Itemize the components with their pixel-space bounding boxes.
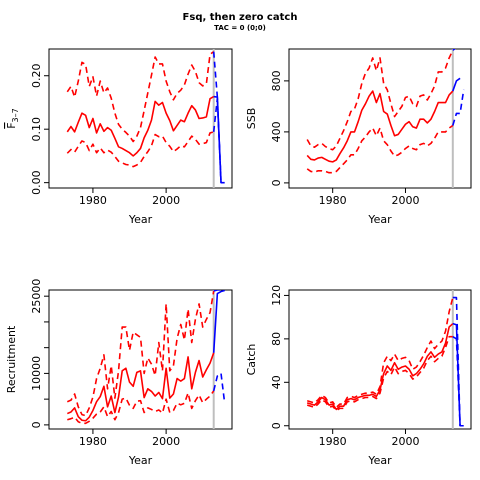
y-tick-label: 40 [270, 375, 283, 389]
y-tick-label: 0 [270, 422, 283, 429]
x-axis-title: Year [128, 454, 153, 467]
series-projection-lower-line [212, 97, 222, 183]
y-axis-title-main: F [5, 122, 18, 128]
series-historic-upper-line [66, 290, 215, 417]
y-axis-title-subscript: 3–7 [11, 108, 20, 122]
x-tick-label: 2000 [391, 435, 419, 448]
series-group [66, 290, 226, 425]
y-tick-label: 10000 [30, 356, 43, 391]
plot-frame [48, 289, 233, 430]
series-historic-median-line [66, 352, 215, 422]
series-historic-median-line [66, 95, 215, 157]
series-projection-median-line [452, 77, 461, 92]
series-historic-upper-line [306, 297, 454, 409]
y-tick-label: 400 [270, 121, 283, 142]
y-tick-label: 0.10 [30, 117, 43, 142]
x-axis-title: Year [367, 213, 392, 226]
chart-panel-3: 1980 2000 0 10000 25000 Year Recruitment [5, 279, 233, 467]
series-historic-upper-line [306, 49, 454, 151]
series-group [306, 296, 464, 427]
x-tick-label: 2000 [391, 194, 419, 207]
x-tick-label: 2000 [152, 435, 180, 448]
series-group [306, 49, 465, 174]
y-tick-label: 120 [270, 285, 283, 306]
chart-panel-1: 1980 2000 0.00 0.10 0.20 Year F3–7 [5, 48, 233, 226]
series-historic-lower-line [306, 335, 453, 412]
series-projection-upper-line [212, 51, 222, 183]
y-tick-label: 0 [30, 421, 43, 428]
y-tick-label: 25000 [30, 279, 43, 314]
series-historic-upper-line [66, 51, 215, 143]
series-group [66, 51, 225, 184]
y-tick-label: 0.20 [30, 63, 43, 88]
series-historic-median-line [306, 90, 454, 163]
y-axis-title: F3–7 [5, 108, 20, 129]
x-axis-title: Year [128, 213, 153, 226]
y-tick-label: 0 [270, 179, 283, 186]
series-projection-median-line [212, 290, 225, 353]
plot-frame [48, 48, 233, 189]
series-projection-upper-line [452, 296, 461, 426]
plot-frame [288, 289, 472, 430]
y-axis-title: Recruitment [5, 325, 18, 393]
series-historic-lower-line [67, 390, 215, 425]
x-tick-label: 1980 [319, 194, 347, 207]
figure-title: Fsq, then zero catch [183, 12, 298, 23]
y-tick-label: 0.00 [30, 170, 43, 195]
plot-frame [288, 48, 472, 189]
series-historic-median-line [306, 323, 454, 411]
y-tick-label: 800 [270, 70, 283, 91]
x-tick-label: 1980 [319, 435, 347, 448]
figure-subtitle: TAC = 0 (0;0) [214, 24, 266, 32]
x-axis-title: Year [367, 454, 392, 467]
y-axis-title: SSB [245, 108, 258, 130]
chart-panel-2: 1980 2000 0 400 800 Year SSB [245, 48, 472, 226]
series-historic-lower-line [306, 124, 454, 174]
x-tick-label: 1980 [79, 435, 107, 448]
series-projection-lower-line [452, 89, 465, 126]
y-axis-title: Catch [245, 344, 258, 376]
y-tick-label: 80 [270, 332, 283, 346]
series-projection-upper-line [213, 290, 225, 292]
series-projection-lower-line [452, 336, 461, 426]
chart-panel-4: 1980 2000 0 40 80 120 Year Catch [245, 285, 472, 467]
series-historic-lower-line [66, 131, 214, 168]
x-tick-label: 2000 [152, 194, 180, 207]
series-projection-lower-line [212, 372, 226, 404]
x-tick-label: 1980 [79, 194, 107, 207]
